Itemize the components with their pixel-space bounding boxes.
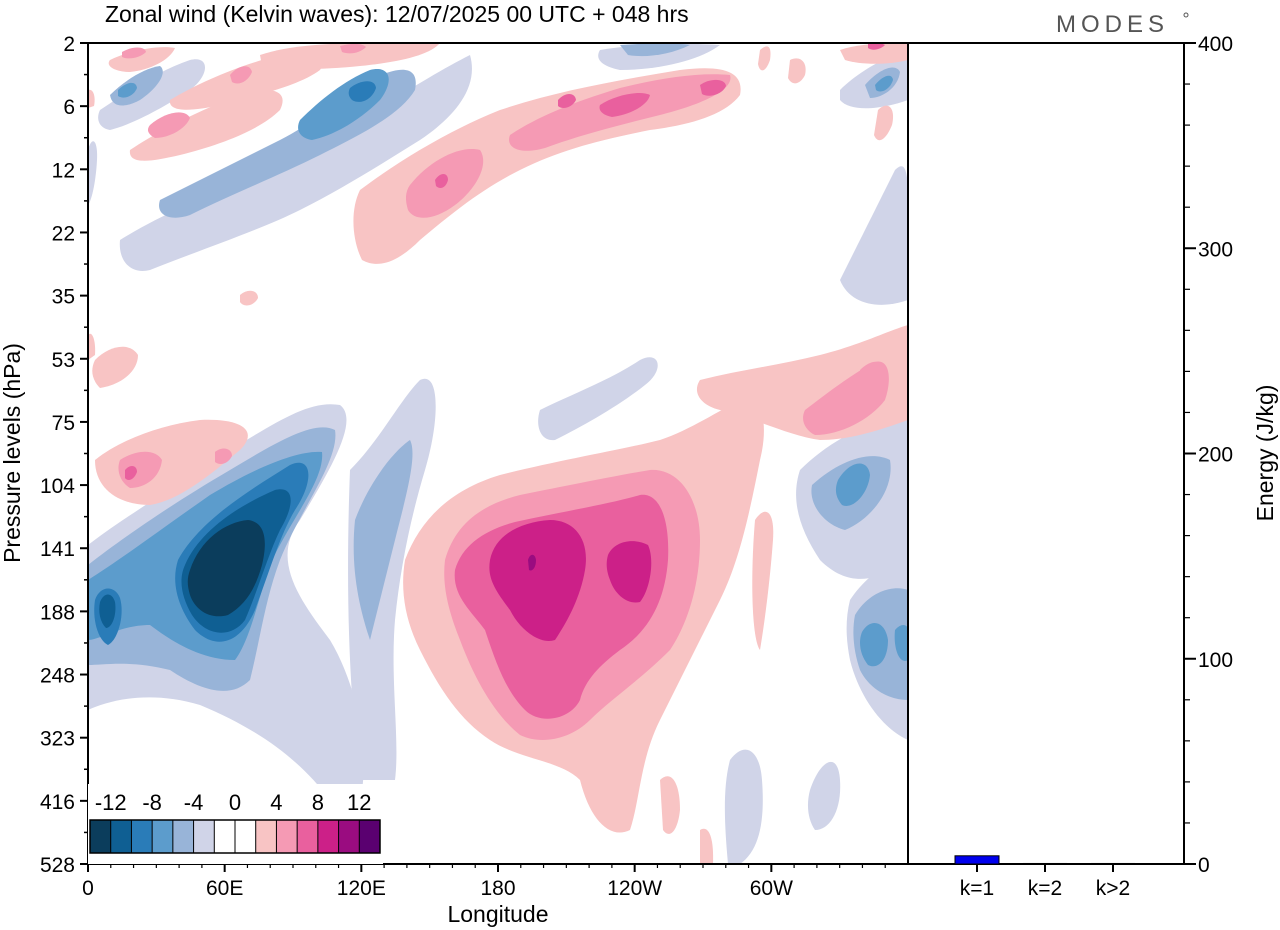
pressure-tick-label: 22 [52,222,75,245]
pressure-tick-label: 188 [40,601,75,624]
energy-bars: k=1 k=2 k>2 [954,855,1135,900]
energy-category-label: k=2 [1028,877,1062,900]
longitude-tick-label: 0 [82,877,94,900]
pressure-tick-label: 141 [40,538,75,561]
colorbar-label: 4 [270,790,282,815]
colorbar-swatch [297,820,318,853]
colorbar-legend: -12 -8 -4 0 4 8 12 [88,784,383,864]
chart-title: Zonal wind (Kelvin waves): 12/07/2025 00… [105,1,689,27]
pressure-tick-label: 416 [40,791,75,814]
longitude-tick-label: 60E [206,877,243,900]
energy-bar [1091,862,1135,864]
colorbar-swatch [214,820,235,853]
energy-tick-label: 300 [1198,238,1233,261]
modes-logo: MODES [1056,11,1169,38]
positive-wind-region-lower-levels [88,325,908,864]
pressure-tick-label: 248 [40,665,75,688]
colorbar-label: 0 [229,790,241,815]
colorbar-swatch [338,820,360,853]
colorbar-swatch [193,820,215,853]
positive-wind-region-central-lower [403,398,764,833]
longitude-tick-label: 120W [607,877,662,900]
longitude-tick-label: 60W [750,877,793,900]
pressure-tick-label: 2 [63,33,75,56]
longitude-tick-label: 180 [480,877,515,900]
pressure-tick-label: 35 [52,286,75,309]
energy-axis: 0 100 200 300 400 [1184,33,1233,877]
colorbar-label: -12 [95,790,127,815]
longitude-tick-label: 120E [337,877,386,900]
colorbar-swatch [131,820,153,853]
positive-wind-region-upper [88,43,908,306]
pressure-tick-label: 528 [40,854,75,877]
colorbar-label: -8 [142,790,162,815]
colorbar-swatch [90,820,111,853]
x-axis-label: Longitude [447,901,548,927]
energy-axis-label: Energy (J/kg) [1252,385,1278,522]
pressure-tick-label: 53 [52,349,75,372]
colorbar-swatch [276,820,298,853]
colorbar-outline [89,819,381,854]
pressure-tick-label: 75 [52,412,75,435]
colorbar-label: 12 [347,790,371,815]
pressure-axis: 2 6 12 22 35 53 75 104 141 188 248 323 416 528 [40,33,88,877]
longitude-axis: 0 60E 120E 180 120W 60W [82,864,886,900]
colorbar-swatch [235,820,256,853]
energy-category-label: k>2 [1096,877,1130,900]
energy-category-label: k=1 [960,877,994,900]
colorbar-swatch [359,820,380,853]
energy-panel-frame [907,42,1185,865]
pressure-tick-label: 323 [40,728,75,751]
colorbar-swatch [172,820,194,853]
colorbar-swatch [255,820,277,853]
zonal-wind-contour-field [88,43,908,864]
pressure-tick-label: 12 [52,159,75,182]
colorbar-label: 8 [312,790,324,815]
pressure-tick-label: 104 [40,475,75,498]
energy-bar [1023,862,1067,864]
pressure-tick-label: 6 [63,96,75,119]
colorbar-swatch [110,820,132,853]
energy-tick-label: 0 [1198,854,1210,877]
energy-tick-label: 200 [1198,444,1233,467]
negative-wind-region-lower-west [88,404,364,800]
negative-wind-region-lower-band [348,378,841,864]
colorbar-label: -4 [184,790,204,815]
energy-tick-label: 100 [1198,649,1233,672]
logo-trademark-mark [1183,12,1189,18]
energy-tick-label: 400 [1198,33,1233,56]
energy-bar [955,855,999,864]
negative-wind-region-east [796,166,908,740]
colorbar-swatch [317,820,339,853]
colorbar-swatch [152,820,173,853]
y-axis-label: Pressure levels (hPa) [0,343,25,563]
negative-wind-region-upper [88,43,908,441]
